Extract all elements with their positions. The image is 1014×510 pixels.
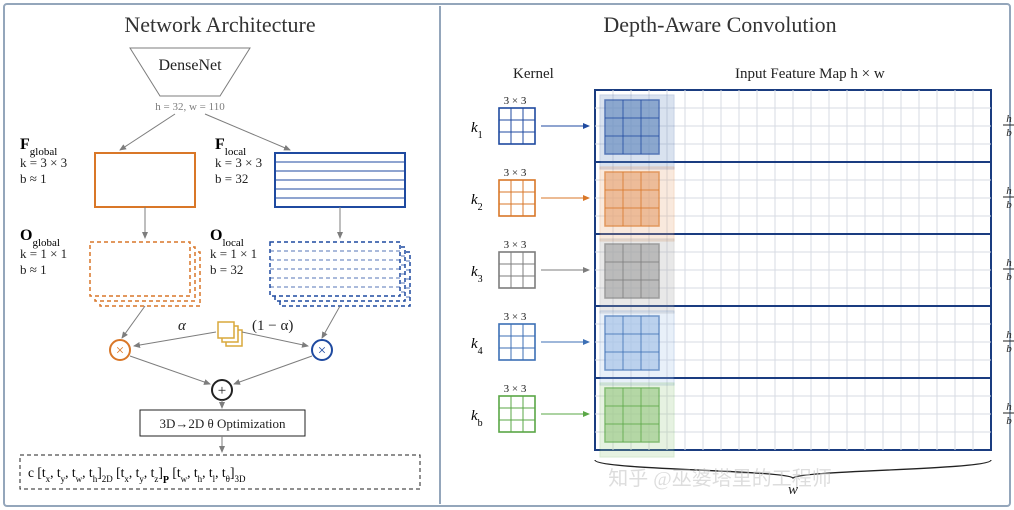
svg-text:h: h: [1006, 401, 1012, 413]
patch-5: [605, 388, 659, 442]
one-minus-alpha-label: (1 − α): [252, 318, 293, 334]
svg-text:3 × 3: 3 × 3: [504, 311, 527, 323]
svg-text:k = 1 × 1: k = 1 × 1: [210, 246, 257, 261]
kernel-name-3: k3: [471, 264, 483, 285]
svg-text:3 × 3: 3 × 3: [504, 239, 527, 251]
patch-3: [605, 244, 659, 298]
kernel-3: [499, 252, 535, 288]
kernel-2: [499, 180, 535, 216]
svg-text:b: b: [1006, 271, 1012, 283]
svg-text:b: b: [1006, 127, 1012, 139]
svg-text:3 × 3: 3 × 3: [504, 167, 527, 179]
svg-text:3D→2D θ Optimization: 3D→2D θ Optimization: [159, 416, 286, 431]
svg-text:b = 32: b = 32: [210, 262, 243, 277]
svg-text:+: +: [218, 383, 226, 399]
kernel-name-4: k4: [471, 336, 483, 357]
svg-text:h: h: [1006, 257, 1012, 269]
svg-text:b: b: [1006, 343, 1012, 355]
densenet-sublabel: h = 32, w = 110: [155, 101, 225, 113]
title-left: Network Architecture: [124, 12, 315, 37]
patch-4: [605, 316, 659, 370]
attention-block: [218, 322, 234, 338]
svg-text:k = 3 × 3: k = 3 × 3: [215, 155, 262, 170]
svg-text:×: ×: [116, 343, 124, 359]
svg-text:h: h: [1006, 113, 1012, 125]
kernel-4: [499, 324, 535, 360]
alpha-label: α: [178, 318, 187, 334]
svg-text:b ≈ 1: b ≈ 1: [20, 171, 47, 186]
kernel-name-5: kb: [471, 408, 483, 429]
svg-text:k = 1 × 1: k = 1 × 1: [20, 246, 67, 261]
kernel-1: [499, 108, 535, 144]
kernel-name-1: k1: [471, 120, 483, 141]
svg-text:b: b: [1006, 199, 1012, 211]
svg-text:3 × 3: 3 × 3: [504, 95, 527, 107]
patch-2: [605, 172, 659, 226]
kernel-5: [499, 396, 535, 432]
svg-text:b = 32: b = 32: [215, 171, 248, 186]
kernel-name-2: k2: [471, 192, 483, 213]
title-right: Depth-Aware Convolution: [603, 12, 836, 37]
svg-text:h: h: [1006, 329, 1012, 341]
input-label: Input Feature Map h × w: [735, 66, 885, 82]
svg-text:b: b: [1006, 415, 1012, 427]
f-global-rect: [95, 153, 195, 207]
svg-text:k = 3 × 3: k = 3 × 3: [20, 155, 67, 170]
watermark: 知乎 @巫婆塔里的工程师: [608, 467, 831, 490]
svg-text:h: h: [1006, 185, 1012, 197]
densenet-label: DenseNet: [158, 57, 222, 74]
svg-text:×: ×: [318, 343, 326, 359]
kernel-label: Kernel: [513, 66, 554, 82]
patch-1: [605, 100, 659, 154]
svg-text:b ≈ 1: b ≈ 1: [20, 262, 47, 277]
svg-text:3 × 3: 3 × 3: [504, 383, 527, 395]
